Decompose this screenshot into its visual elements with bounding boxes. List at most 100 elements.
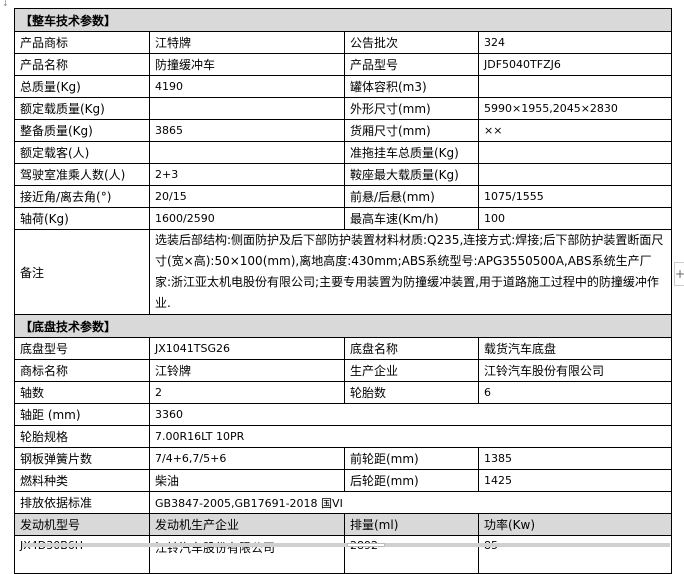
label-cell: 公告批次 xyxy=(344,31,479,54)
value-cell: 2+3 xyxy=(149,163,345,186)
column-header: 发动机型号 xyxy=(14,513,150,536)
value-cell: 江铃汽车股份有限公司 xyxy=(149,535,345,574)
section-header: 【底盘技术参数】 xyxy=(13,314,673,338)
value-cell: 江特牌 xyxy=(149,31,345,54)
value-cell: 2892 xyxy=(344,535,479,574)
value-cell: JX1041TSG26 xyxy=(149,337,345,360)
table-row: 产品商标 江特牌 公告批次 324 xyxy=(14,31,673,54)
value-cell xyxy=(477,163,673,186)
table-row: 接近角/离去角(°) 20/15 前悬/后悬(mm) 1075/1555 xyxy=(14,185,673,208)
label-cell: 货厢尺寸(mm) xyxy=(344,119,479,142)
label-cell: 最高车速(Km/h) xyxy=(344,207,479,230)
table-row: 轮胎规格 7.00R16LT 10PR xyxy=(14,425,673,448)
table-row: 额定载质量(Kg) 外形尺寸(mm) 5990×1955,2045×2830 xyxy=(14,97,673,120)
label-cell: 产品型号 xyxy=(344,53,479,76)
value-cell: JX4D30B6H xyxy=(14,535,150,574)
value-cell: 7/4+6,7/5+6 xyxy=(149,447,345,470)
table-row: 总质量(Kg) 4190 罐体容积(m3) xyxy=(14,75,673,98)
label-cell: 备注 xyxy=(14,229,150,315)
label-cell: 额定载客(人) xyxy=(14,141,150,164)
label-cell: 轴荷(Kg) xyxy=(14,207,150,230)
value-cell: 1600/2590 xyxy=(149,207,345,230)
spec-table: 【整车技术参数】 产品商标 江特牌 公告批次 324 产品名称 防撞缓冲车 产品型号 JDF50… xyxy=(13,8,673,574)
table-anchor-icon[interactable]: ↓ xyxy=(2,0,9,8)
label-cell: 排放依据标准 xyxy=(14,491,150,514)
label-cell: 总质量(Kg) xyxy=(14,75,150,98)
label-cell: 后轮距(mm) xyxy=(344,469,479,492)
note-cell: 选装后部结构:侧面防护及后下部防护装置材料材质:Q235,连接方式:焊接;后下部… xyxy=(148,229,673,315)
section-title: 【整车技术参数】 xyxy=(13,8,673,32)
value-cell: 100 xyxy=(477,207,673,230)
value-cell: 1385 xyxy=(477,447,673,470)
label-cell: 生产企业 xyxy=(344,359,479,382)
value-cell: 江铃牌 xyxy=(149,359,345,382)
table-row: 轴荷(Kg) 1600/2590 最高车速(Km/h) 100 xyxy=(14,207,673,230)
table-row: 商标名称 江铃牌 生产企业 江铃汽车股份有限公司 xyxy=(14,359,673,382)
value-cell: 柴油 xyxy=(149,469,345,492)
table-row: 底盘型号 JX1041TSG26 底盘名称 载货汽车底盘 xyxy=(14,337,673,360)
label-cell: 底盘型号 xyxy=(14,337,150,360)
value-cell: JDF5040TFZJ6 xyxy=(477,53,673,76)
label-cell: 产品名称 xyxy=(14,53,150,76)
value-cell: 1425 xyxy=(477,469,673,492)
note-row: 备注 选装后部结构:侧面防护及后下部防护装置材料材质:Q235,连接方式:焊接;后… xyxy=(14,229,673,315)
value-cell: 江铃汽车股份有限公司 xyxy=(477,359,673,382)
value-cell: 85 xyxy=(477,535,673,574)
add-button[interactable]: + xyxy=(674,262,684,286)
column-header: 排量(ml) xyxy=(344,513,479,536)
value-cell: 2 xyxy=(149,381,345,404)
label-cell: 整备质量(Kg) xyxy=(14,119,150,142)
value-cell xyxy=(477,75,673,98)
label-cell: 外形尺寸(mm) xyxy=(344,97,479,120)
value-cell: 5990×1955,2045×2830 xyxy=(477,97,673,120)
label-cell: 轴数 xyxy=(14,381,150,404)
value-cell: 3360 xyxy=(148,403,673,426)
value-cell xyxy=(149,141,345,164)
value-cell: GB3847-2005,GB17691-2018 国VI xyxy=(148,491,673,514)
label-cell: 准拖挂车总质量(Kg) xyxy=(344,141,479,164)
label-cell: 商标名称 xyxy=(14,359,150,382)
horizontal-scrollbar[interactable] xyxy=(22,543,670,547)
label-cell: 轮胎规格 xyxy=(14,425,150,448)
table-row: 钢板弹簧片数 7/4+6,7/5+6 前轮距(mm) 1385 xyxy=(14,447,673,470)
column-header: 发动机生产企业 xyxy=(149,513,345,536)
column-header: 功率(Kw) xyxy=(477,513,673,536)
label-cell: 底盘名称 xyxy=(344,337,479,360)
value-cell: 6 xyxy=(477,381,673,404)
value-cell: 3865 xyxy=(149,119,345,142)
engine-row: JX4D30B6H江铃汽车股份有限公司289285 xyxy=(14,535,673,574)
label-cell: 额定载质量(Kg) xyxy=(14,97,150,120)
table-row: 额定载客(人) 准拖挂车总质量(Kg) xyxy=(14,141,673,164)
label-cell: 钢板弹簧片数 xyxy=(14,447,150,470)
value-cell xyxy=(477,141,673,164)
table-row: 整备质量(Kg) 3865 货厢尺寸(mm) ×× xyxy=(14,119,673,142)
value-cell: 20/15 xyxy=(149,185,345,208)
value-cell: 载货汽车底盘 xyxy=(477,337,673,360)
table-row: 燃料种类 柴油 后轮距(mm) 1425 xyxy=(14,469,673,492)
table-row: 驾驶室准乘人数(人) 2+3 鞍座最大载质量(Kg) xyxy=(14,163,673,186)
value-cell: 7.00R16LT 10PR xyxy=(148,425,673,448)
label-cell: 鞍座最大载质量(Kg) xyxy=(344,163,479,186)
label-cell: 前轮距(mm) xyxy=(344,447,479,470)
value-cell: 4190 xyxy=(149,75,345,98)
table-row: 轴数 2 轮胎数 6 xyxy=(14,381,673,404)
engine-header: 发动机型号 发动机生产企业 排量(ml) 功率(Kw) xyxy=(14,513,673,536)
value-cell: 1075/1555 xyxy=(477,185,673,208)
label-cell: 轴距 (mm) xyxy=(14,403,150,426)
label-cell: 前悬/后悬(mm) xyxy=(344,185,479,208)
label-cell: 驾驶室准乘人数(人) xyxy=(14,163,150,186)
value-cell xyxy=(149,97,345,120)
label-cell: 燃料种类 xyxy=(14,469,150,492)
label-cell: 轮胎数 xyxy=(344,381,479,404)
value-cell: 324 xyxy=(477,31,673,54)
value-cell: 防撞缓冲车 xyxy=(149,53,345,76)
label-cell: 接近角/离去角(°) xyxy=(14,185,150,208)
section-header: 【整车技术参数】 xyxy=(13,8,673,32)
table-row: 轴距 (mm) 3360 xyxy=(14,403,673,426)
scrollbar-thumb[interactable] xyxy=(347,543,385,547)
value-cell: ×× xyxy=(477,119,673,142)
label-cell: 产品商标 xyxy=(14,31,150,54)
label-cell: 罐体容积(m3) xyxy=(344,75,479,98)
table-row: 产品名称 防撞缓冲车 产品型号 JDF5040TFZJ6 xyxy=(14,53,673,76)
table-row: 排放依据标准 GB3847-2005,GB17691-2018 国VI xyxy=(14,491,673,514)
